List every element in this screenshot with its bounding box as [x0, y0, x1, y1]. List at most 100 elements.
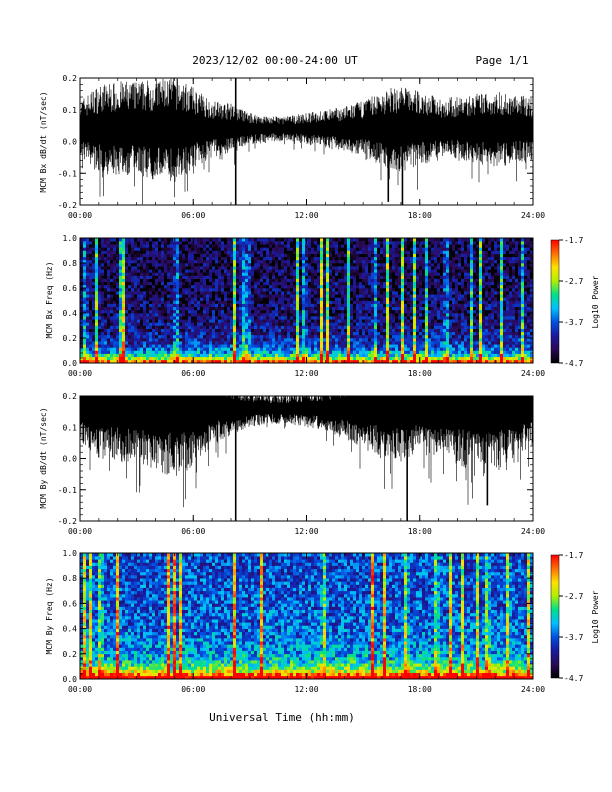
- spectrogram-cell: [185, 325, 189, 329]
- spectrogram-cell: [227, 328, 231, 333]
- spectrogram-cell: [419, 241, 423, 245]
- spectrogram-cell: [323, 238, 327, 242]
- spectrogram-cell: [320, 247, 324, 251]
- spectrogram-cell: [434, 297, 438, 301]
- spectrogram-cell: [260, 288, 264, 292]
- spectrogram-cell: [86, 331, 90, 336]
- spectrogram-cell: [131, 331, 135, 336]
- spectrogram-cell: [113, 350, 117, 354]
- spectrogram-cell: [314, 266, 318, 270]
- spectrogram-cell: [116, 338, 120, 342]
- spectrogram-cell: [260, 241, 264, 245]
- spectrogram-cell: [110, 350, 114, 354]
- spectrogram-cell: [356, 272, 360, 276]
- spectrogram-cell: [317, 259, 321, 264]
- spectrogram-cell: [185, 259, 189, 264]
- spectrogram-cell: [269, 244, 273, 248]
- spectrogram-cell: [236, 263, 240, 267]
- spectrogram-cell: [122, 334, 126, 339]
- spectrogram-cell: [209, 281, 213, 286]
- spectrogram-cell: [281, 272, 285, 276]
- spectrogram-cell: [227, 319, 231, 323]
- spectrogram-cell: [353, 278, 357, 283]
- spectrogram-cell: [227, 263, 231, 267]
- spectrogram-cell: [236, 322, 240, 326]
- spectrogram-cell: [140, 263, 144, 267]
- spectrogram-cell: [119, 241, 123, 245]
- spectrogram-cell: [146, 309, 150, 314]
- spectrogram-cell: [119, 303, 123, 308]
- spectrogram-cell: [302, 247, 306, 251]
- spectrogram-cell: [182, 272, 186, 276]
- spectrogram-cell: [293, 244, 297, 248]
- spectrogram-cell: [128, 291, 132, 295]
- spectrogram-cell: [86, 359, 90, 364]
- spectrogram-cell: [407, 266, 411, 270]
- spectrogram-cell: [125, 359, 129, 364]
- spectrogram-cell: [413, 247, 417, 251]
- spectrogram-cell: [92, 238, 96, 242]
- spectrogram-cell: [353, 309, 357, 314]
- spectrogram-cell: [290, 359, 294, 364]
- spectrogram-cell: [218, 319, 222, 323]
- spectrogram-cell: [326, 266, 330, 270]
- spectrogram-cell: [359, 247, 363, 251]
- spectrogram-cell: [113, 269, 117, 273]
- spectrogram-cell: [347, 353, 351, 358]
- spectrogram-cell: [116, 256, 120, 261]
- spectrogram-cell: [416, 306, 420, 311]
- spectrogram-cell: [287, 266, 291, 270]
- spectrogram-cell: [284, 244, 288, 248]
- spectrogram-cell: [272, 256, 276, 261]
- spectrogram-cell: [236, 284, 240, 289]
- spectrogram-cell: [152, 250, 156, 254]
- spectrogram-cell: [161, 284, 165, 289]
- spectrogram-cell: [227, 269, 231, 273]
- spectrogram-cell: [182, 241, 186, 245]
- spectrogram-cell: [251, 309, 255, 314]
- spectrogram-cell: [95, 269, 99, 273]
- spectrogram-cell: [83, 306, 87, 311]
- spectrogram-cell: [356, 300, 360, 304]
- spectrogram-cell: [218, 259, 222, 264]
- spectrogram-cell: [116, 300, 120, 304]
- spectrogram-cell: [197, 353, 201, 358]
- spectrogram-cell: [179, 275, 183, 279]
- spectrogram-cell: [89, 316, 93, 320]
- spectrogram-cell: [410, 353, 414, 358]
- spectrogram-cell: [413, 241, 417, 245]
- spectrogram-cell: [176, 272, 180, 276]
- spectrogram-cell: [329, 281, 333, 286]
- spectrogram-cell: [254, 291, 258, 295]
- spectrogram-cell: [434, 294, 438, 298]
- spectrogram-cell: [362, 359, 366, 364]
- spectrogram-cell: [152, 263, 156, 267]
- spectrogram-cell: [284, 331, 288, 336]
- spectrogram-cell: [149, 297, 153, 301]
- spectrogram-cell: [197, 247, 201, 251]
- spectrogram-cell: [230, 244, 234, 248]
- spectrogram-cell: [362, 334, 366, 339]
- spectrogram-cell: [290, 250, 294, 254]
- spectrogram-cell: [209, 263, 213, 267]
- spectrogram-cell: [215, 278, 219, 283]
- spectrogram-cell: [113, 306, 117, 311]
- spectrogram-cell: [365, 256, 369, 261]
- spectrogram-cell: [266, 356, 270, 361]
- spectrogram-cell: [374, 300, 378, 304]
- spectrogram-cell: [242, 253, 246, 258]
- spectrogram-cell: [428, 344, 432, 348]
- spectrogram-cell: [203, 309, 207, 314]
- spectrogram-cell: [95, 250, 99, 254]
- spectrogram-cell: [83, 259, 87, 264]
- spectrogram-cell: [377, 263, 381, 267]
- spectrogram-cell: [233, 347, 237, 351]
- spectrogram-cell: [305, 303, 309, 308]
- spectrogram-cell: [434, 359, 438, 364]
- spectrogram-cell: [356, 334, 360, 339]
- spectrogram-cell: [332, 297, 336, 301]
- spectrogram-cell: [92, 269, 96, 273]
- spectrogram-cell: [110, 322, 114, 326]
- spectrogram-cell: [365, 272, 369, 276]
- spectrogram-cell: [356, 281, 360, 286]
